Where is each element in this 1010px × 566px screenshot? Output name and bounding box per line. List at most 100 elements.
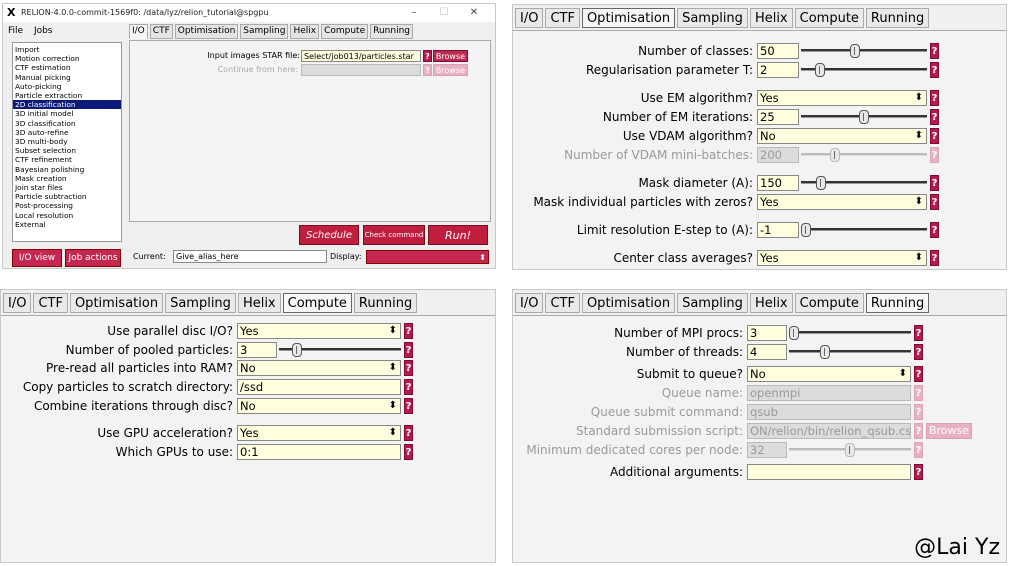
schedule-button[interactable]: Schedule	[299, 225, 359, 245]
value-slider[interactable]	[801, 62, 927, 78]
value-slider[interactable]	[801, 109, 927, 125]
tab-sampling[interactable]: Sampling	[165, 293, 236, 313]
tab-ctf[interactable]: CTF	[33, 293, 68, 313]
star-file-help-button[interactable]: ?	[423, 50, 432, 62]
value-slider[interactable]	[801, 175, 927, 191]
continue-input[interactable]	[301, 64, 421, 76]
slider-knob[interactable]	[845, 443, 855, 457]
help-button[interactable]: ?	[404, 342, 413, 358]
help-button[interactable]: ?	[930, 90, 939, 106]
job-type-item[interactable]: Motion correction	[15, 54, 80, 64]
tab-sampling[interactable]: Sampling	[677, 8, 748, 28]
job-type-item[interactable]: CTF refinement	[15, 155, 72, 165]
tab-helix[interactable]: Helix	[290, 24, 320, 39]
number-input[interactable]: 150	[757, 175, 799, 191]
select-dropdown[interactable]: Yes ⬍	[237, 425, 401, 441]
job-type-item[interactable]: Import	[15, 45, 40, 54]
job-type-item[interactable]: 3D auto-refine	[15, 127, 69, 137]
help-button[interactable]: ?	[914, 464, 923, 480]
slider-knob[interactable]	[850, 44, 860, 58]
current-alias-input[interactable]: Give_alias_here	[173, 250, 327, 263]
select-dropdown[interactable]: No ⬍	[237, 360, 401, 376]
job-type-item[interactable]: Particle subtraction	[15, 192, 87, 202]
text-input[interactable]: qsub	[747, 404, 911, 420]
value-slider[interactable]	[801, 147, 927, 163]
tab-io[interactable]: I/O	[129, 24, 148, 39]
number-input[interactable]: 32	[747, 442, 787, 458]
tab-helix[interactable]: Helix	[237, 293, 281, 313]
select-dropdown[interactable]: Yes ⬍	[757, 194, 927, 210]
help-button[interactable]: ?	[404, 379, 413, 395]
number-input[interactable]: 25	[757, 109, 799, 125]
tab-ctf[interactable]: CTF	[545, 293, 580, 313]
help-button[interactable]: ?	[930, 62, 939, 78]
menu-jobs[interactable]: Jobs	[33, 26, 53, 36]
job-type-item[interactable]: Auto-picking	[15, 81, 62, 91]
number-input[interactable]: -1	[757, 222, 799, 238]
job-type-item[interactable]: 2D classification	[13, 100, 121, 110]
help-button[interactable]: ?	[930, 43, 939, 59]
tab-sampling[interactable]: Sampling	[677, 293, 748, 313]
help-button[interactable]: ?	[404, 360, 413, 376]
job-type-item[interactable]: External	[15, 219, 46, 229]
tab-ctf[interactable]: CTF	[545, 8, 580, 28]
help-button[interactable]: ?	[914, 404, 923, 420]
minimize-button[interactable]: –	[411, 7, 417, 18]
value-slider[interactable]	[801, 43, 927, 59]
number-input[interactable]: 200	[757, 147, 799, 163]
help-button[interactable]: ?	[930, 128, 939, 144]
text-input[interactable]: openmpi	[747, 385, 911, 401]
display-dropdown[interactable]: ⬍	[366, 250, 489, 264]
job-type-item[interactable]: Subset selection	[15, 146, 76, 156]
slider-knob[interactable]	[816, 176, 826, 190]
tab-sampling[interactable]: Sampling	[240, 24, 289, 39]
menu-file[interactable]: File	[8, 26, 24, 36]
maximize-button[interactable]: ☐	[439, 7, 449, 18]
text-input[interactable]: ON/relion/bin/relion_qsub.csh	[747, 423, 911, 439]
help-button[interactable]: ?	[930, 175, 939, 191]
job-actions-button[interactable]: Job actions	[65, 249, 121, 267]
help-button[interactable]: ?	[404, 425, 413, 441]
tab-helix[interactable]: Helix	[749, 293, 793, 313]
help-button[interactable]: ?	[930, 194, 939, 210]
tab-ctf[interactable]: CTF	[149, 24, 173, 39]
slider-knob[interactable]	[820, 345, 830, 359]
text-input[interactable]: 0:1	[237, 444, 401, 460]
job-type-item[interactable]: Manual picking	[15, 72, 71, 82]
tab-compute[interactable]: Compute	[321, 24, 369, 39]
select-dropdown[interactable]: Yes ⬍	[757, 90, 927, 106]
tab-running[interactable]: Running	[370, 24, 414, 39]
slider-knob[interactable]	[801, 223, 811, 237]
tab-running[interactable]: Running	[353, 293, 418, 313]
tab-optimisation[interactable]: Optimisation	[69, 293, 164, 313]
value-slider[interactable]	[789, 344, 911, 360]
help-button[interactable]: ?	[404, 323, 413, 339]
tab-compute[interactable]: Compute	[282, 293, 352, 313]
help-button[interactable]: ?	[914, 423, 923, 439]
tab-compute[interactable]: Compute	[794, 8, 864, 28]
value-slider[interactable]	[279, 342, 401, 358]
help-button[interactable]: ?	[914, 442, 923, 458]
help-button[interactable]: ?	[914, 325, 923, 341]
help-button[interactable]: ?	[930, 250, 939, 266]
help-button[interactable]: ?	[914, 344, 923, 360]
select-dropdown[interactable]: No ⬍	[747, 366, 911, 382]
select-dropdown[interactable]: Yes ⬍	[237, 323, 401, 339]
job-type-item[interactable]: Particle extraction	[15, 91, 83, 101]
tab-running[interactable]: Running	[865, 8, 930, 28]
slider-knob[interactable]	[292, 343, 302, 357]
tab-optimisation[interactable]: Optimisation	[174, 24, 239, 39]
star-file-browse-button[interactable]: Browse	[433, 50, 468, 62]
select-dropdown[interactable]: No ⬍	[237, 398, 401, 414]
tab-running[interactable]: Running	[865, 293, 930, 313]
tab-optimisation[interactable]: Optimisation	[581, 293, 676, 313]
help-button[interactable]: ?	[914, 366, 923, 382]
script-browse-button[interactable]: Browse	[926, 423, 972, 439]
value-slider[interactable]	[789, 442, 911, 458]
number-input[interactable]: 2	[757, 62, 799, 78]
number-input[interactable]: 4	[747, 344, 787, 360]
check-command-button[interactable]: Check command	[363, 225, 425, 245]
job-type-item[interactable]: Bayesian polishing	[15, 164, 85, 174]
job-type-item[interactable]: Post-processing	[15, 201, 73, 211]
star-file-input[interactable]: Select/job013/particles.star	[301, 50, 421, 62]
